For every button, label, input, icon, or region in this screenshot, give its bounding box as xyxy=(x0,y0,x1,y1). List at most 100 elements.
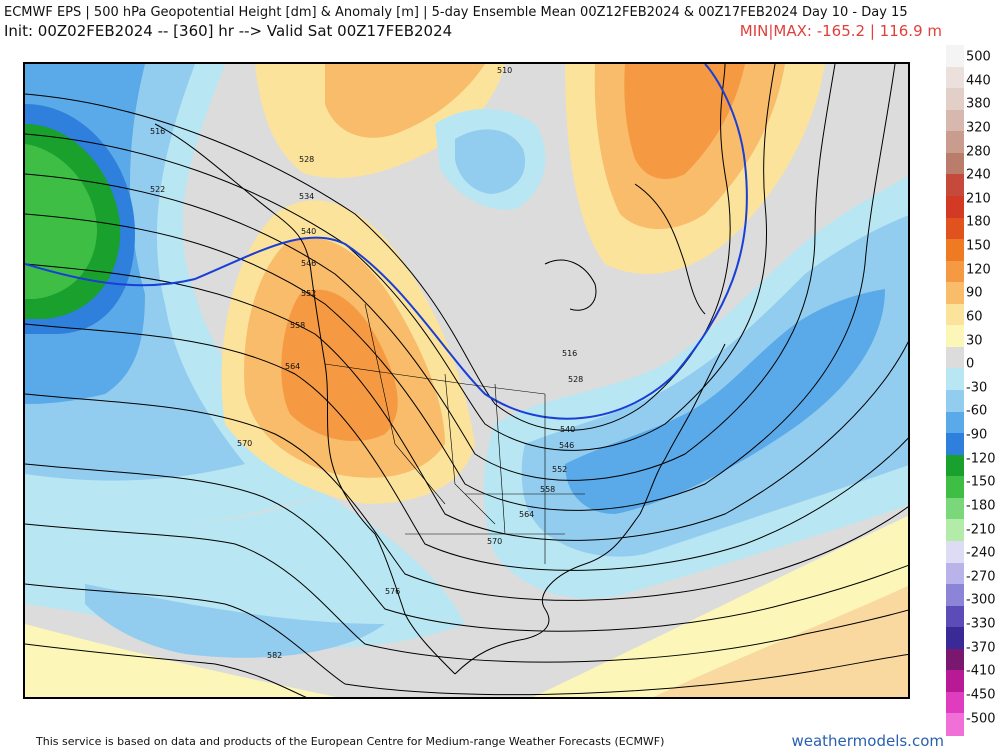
data-credit: This service is based on data and produc… xyxy=(36,735,665,748)
coastlines xyxy=(154,123,726,675)
colorbar-swatch xyxy=(946,45,964,68)
colorbar-swatch xyxy=(946,195,964,218)
colorbar-swatch xyxy=(946,174,964,197)
political-borders xyxy=(324,303,585,564)
chart-title: ECMWF EPS | 500 hPa Geopotential Height … xyxy=(4,5,908,20)
colorbar-swatch xyxy=(946,519,964,542)
contour-label: 516 xyxy=(562,349,577,358)
contour-540-blue xyxy=(25,64,748,420)
colorbar-swatch xyxy=(946,152,964,175)
colorbar-swatch xyxy=(946,368,964,391)
colorbar-label: -450 xyxy=(966,687,996,703)
contour-label: 552 xyxy=(552,465,567,474)
contour-label: 558 xyxy=(540,485,555,494)
colorbar-label: -90 xyxy=(966,427,988,443)
colorbar-label: 440 xyxy=(966,73,991,89)
colorbar-label: 150 xyxy=(966,238,991,254)
contour-label: 540 xyxy=(560,425,575,434)
brand-link[interactable]: weathermodels.com xyxy=(791,732,944,750)
colorbar-swatch xyxy=(946,390,964,413)
contour-label: 564 xyxy=(285,362,300,371)
contour-label: 564 xyxy=(519,510,534,519)
contour-label: 546 xyxy=(301,259,316,268)
contour-label: 540 xyxy=(301,227,316,236)
contour-label: 546 xyxy=(559,441,574,450)
contour-label: 558 xyxy=(290,321,305,330)
colorbar-swatch xyxy=(946,239,964,262)
colorbar-swatch xyxy=(946,454,964,477)
colorbar-swatch xyxy=(946,605,964,628)
colorbar-swatch xyxy=(946,713,964,736)
contour-label: 534 xyxy=(299,192,314,201)
colorbar-swatch xyxy=(946,562,964,585)
colorbar-swatch xyxy=(946,88,964,111)
colorbar-label: -410 xyxy=(966,663,996,679)
colorbar-swatch xyxy=(946,66,964,89)
colorbar-label: 240 xyxy=(966,167,991,183)
colorbar-label: 120 xyxy=(966,262,991,278)
colorbar-swatch xyxy=(946,325,964,348)
contour-label: 528 xyxy=(299,155,314,164)
contour-label: 582 xyxy=(267,651,282,660)
colorbar-label: -240 xyxy=(966,545,996,561)
colorbar-swatch xyxy=(946,497,964,520)
colorbar-label: -30 xyxy=(966,380,988,396)
colorbar-label: 320 xyxy=(966,120,991,136)
colorbar-label: -120 xyxy=(966,451,996,467)
colorbar-swatch xyxy=(946,433,964,456)
contour-label: 528 xyxy=(568,375,583,384)
colorbar-label: -210 xyxy=(966,522,996,538)
colorbar-swatch xyxy=(946,540,964,563)
colorbar-swatch xyxy=(946,411,964,434)
colorbar-label: -500 xyxy=(966,711,996,727)
anomaly-map: 510 516 522 528 534 540 546 552 558 564 … xyxy=(25,64,908,697)
colorbar-swatch xyxy=(946,217,964,240)
contour-label: 552 xyxy=(301,289,316,298)
colorbar-swatch xyxy=(946,584,964,607)
colorbar-label: 500 xyxy=(966,49,991,65)
colorbar-label: 30 xyxy=(966,333,983,349)
contour-label: 516 xyxy=(150,127,165,136)
min-max-readout: MIN|MAX: -165.2 | 116.9 m xyxy=(739,22,942,40)
anomaly-region-positive xyxy=(25,624,337,697)
contour-label: 522 xyxy=(150,185,165,194)
colorbar-swatch xyxy=(946,627,964,650)
init-valid-line: Init: 00Z02FEB2024 -- [360] hr --> Valid… xyxy=(4,22,453,40)
anomaly-region-positive xyxy=(325,64,485,138)
colorbar-swatch xyxy=(946,691,964,714)
contour-labels: 510 516 522 528 534 540 546 552 558 564 … xyxy=(150,66,583,660)
anomaly-region-negative xyxy=(85,584,385,658)
colorbar-label: -370 xyxy=(966,640,996,656)
contour-label: 576 xyxy=(385,587,400,596)
contour-label: 510 xyxy=(497,66,512,75)
colorbar-swatch xyxy=(946,260,964,283)
colorbar-swatch xyxy=(946,346,964,369)
height-contours xyxy=(25,64,908,697)
colorbar-label: -330 xyxy=(966,616,996,632)
colorbar-label: -60 xyxy=(966,403,988,419)
colorbar-label: 0 xyxy=(966,356,975,372)
colorbar-label: 210 xyxy=(966,191,991,207)
colorbar: 500 440 380 320 280 240 210 180 150 120 90 60 30 0 -30… xyxy=(946,45,1000,736)
colorbar-swatch xyxy=(946,303,964,326)
colorbar-swatch xyxy=(946,282,964,305)
contour-label: 570 xyxy=(487,537,502,546)
anomaly-region-positive xyxy=(281,289,398,442)
colorbar-label: -300 xyxy=(966,592,996,608)
colorbar-swatch xyxy=(946,476,964,499)
colorbar-label: -150 xyxy=(966,474,996,490)
colorbar-swatch xyxy=(946,109,964,132)
colorbar-swatch xyxy=(946,131,964,154)
colorbar-swatch xyxy=(946,648,964,671)
colorbar-label: 90 xyxy=(966,285,983,301)
colorbar-swatch xyxy=(946,670,964,693)
contour-label: 570 xyxy=(237,439,252,448)
anomaly-region-negative xyxy=(455,129,526,194)
colorbar-label: 280 xyxy=(966,144,991,160)
colorbar-label: -270 xyxy=(966,569,996,585)
map-panel: 510 516 522 528 534 540 546 552 558 564 … xyxy=(23,62,910,699)
colorbar-label: 380 xyxy=(966,96,991,112)
colorbar-label: 180 xyxy=(966,214,991,230)
colorbar-label: 60 xyxy=(966,309,983,325)
anomaly-region-strong-negative xyxy=(25,144,97,299)
